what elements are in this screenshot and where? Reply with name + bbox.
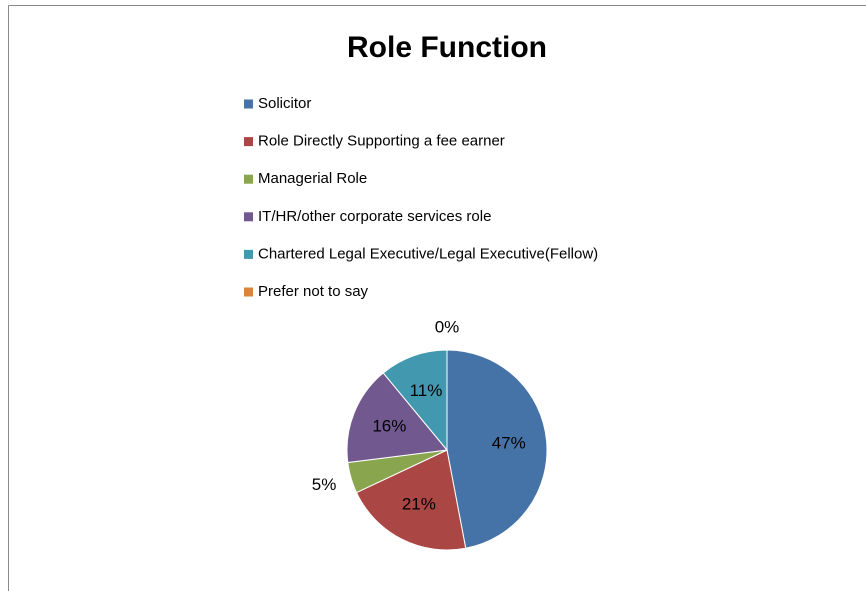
legend-swatch	[244, 249, 253, 259]
pie-slice	[446, 349, 548, 549]
legend-text: Role Directly Supporting a fee earner	[258, 133, 505, 150]
value-label: 47%	[492, 434, 526, 453]
value-label: 5%	[312, 475, 337, 494]
legend-text: IT/HR/other corporate services role	[258, 208, 491, 225]
value-label: 11%	[410, 381, 443, 400]
value-label: 0%	[435, 317, 460, 336]
pie-slice	[346, 372, 448, 464]
legend-swatch	[244, 137, 253, 147]
value-label: 16%	[372, 417, 406, 436]
pie-slice	[382, 349, 448, 452]
pie-slice	[355, 449, 467, 551]
legend-swatch	[244, 212, 253, 222]
legend-text: Chartered Legal Executive/Legal Executiv…	[258, 245, 598, 262]
chart-title: Role Function	[347, 31, 547, 64]
legend-text: Solicitor	[258, 95, 311, 112]
value-label: 21%	[402, 495, 436, 514]
legend-text: Managerial Role	[258, 170, 367, 187]
legend-swatch	[244, 174, 253, 184]
legend-text: Prefer not to say	[258, 283, 369, 300]
legend-swatch	[244, 99, 253, 109]
legend-swatch	[244, 287, 253, 297]
